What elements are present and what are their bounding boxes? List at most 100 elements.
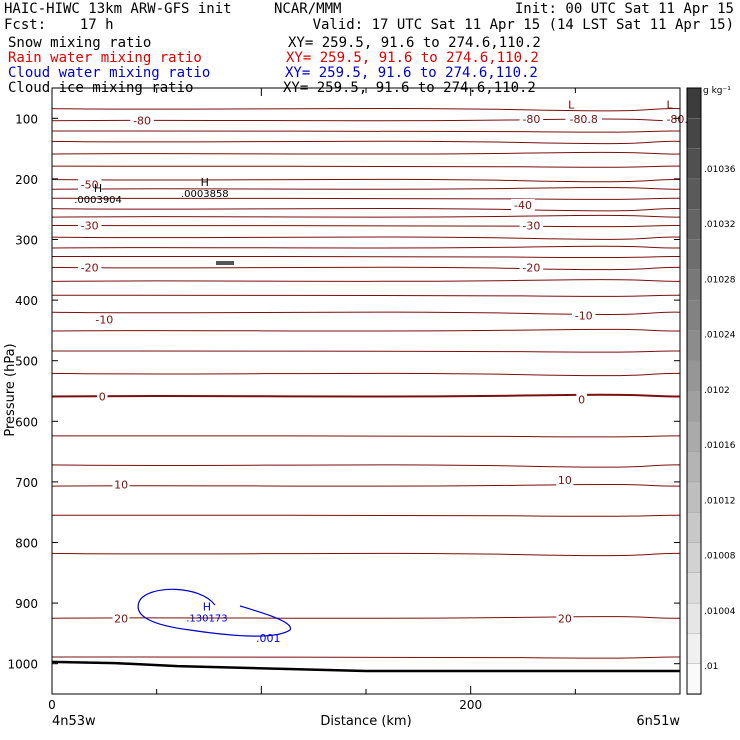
isotherm-label: 0 <box>99 390 106 403</box>
isotherm-label: 10 <box>114 478 128 491</box>
header-valid: Valid: 17 UTC Sat 11 Apr 15 (14 LST Sat … <box>312 17 734 33</box>
colorbar-cell <box>686 451 702 483</box>
colorbar-label: .01004 <box>704 607 736 617</box>
isotherm-line <box>51 245 681 249</box>
colorbar-label: .01008 <box>704 552 736 562</box>
colorbar-cell <box>686 299 702 332</box>
y-tick-label: 1000 <box>7 658 38 672</box>
field-cloud-water-label: Cloud water mixing ratio <box>8 65 211 81</box>
field-cloud-water-xy: XY= 259.5, 91.6 to 274.6,110.2 <box>285 65 538 81</box>
contour-label-bg <box>130 114 154 127</box>
isotherm-line <box>51 130 681 133</box>
extremum-symbol: H <box>203 600 211 613</box>
contour-label-bg <box>511 198 535 211</box>
colorbar-cell <box>686 512 702 544</box>
isotherm-line <box>51 514 681 517</box>
isotherm-line <box>51 294 681 297</box>
isotherm-label: 20 <box>114 612 128 625</box>
cloud-ice-patch <box>216 261 234 265</box>
isotherm-label: 0 <box>578 393 585 406</box>
extremum-symbol: H <box>201 176 209 189</box>
colorbar: g kg⁻¹ .01 .01004 .01008 .01012 .01016 .0102 .0… <box>686 86 736 695</box>
contour-label-bg <box>576 393 587 406</box>
x-right-endpoint: 6n51w <box>636 714 680 729</box>
extremum-value: .0003904 <box>74 195 122 206</box>
colorbar-cell <box>686 572 702 604</box>
isotherm-label: -80 <box>133 115 151 128</box>
isotherm-line <box>51 255 681 259</box>
isotherm-line <box>51 393 681 398</box>
colorbar-cell <box>686 118 702 150</box>
isotherm-line <box>51 151 681 155</box>
isotherm-label: -20 <box>522 261 540 274</box>
contour-label-bg <box>77 178 102 191</box>
colorbar-label: .01016 <box>704 441 736 451</box>
isotherm-line <box>51 552 681 557</box>
colorbar-cell <box>686 87 702 119</box>
colorbar-label: .01032 <box>704 220 736 230</box>
extremum-value: .130173 <box>186 613 227 624</box>
colorbar-cell <box>686 239 702 271</box>
colorbar-label: .0102 <box>704 386 730 396</box>
contour-label-bg <box>519 112 544 125</box>
y-axis-title: Pressure (hPa) <box>3 343 18 436</box>
colorbar-cell <box>686 633 702 665</box>
cloud-water-contour <box>137 588 291 637</box>
colorbar-frame <box>686 87 702 695</box>
isotherm-line <box>51 187 681 190</box>
isotherm-line <box>51 656 681 659</box>
colorbar-cell <box>686 542 702 574</box>
isotherm-label: -20 <box>81 261 99 274</box>
isotherm-label: 20 <box>558 612 572 625</box>
isotherm-line <box>51 197 681 200</box>
contour-label-bg <box>565 112 602 125</box>
header-init: Init: 00 UTC Sat 11 Apr 15 <box>514 1 734 17</box>
isotherm-line <box>51 108 681 112</box>
isotherm-line <box>51 435 681 438</box>
isotherm-line <box>51 350 681 353</box>
isotherm-label: -10 <box>575 309 593 322</box>
y-tick-label: 900 <box>15 597 38 611</box>
isotherm-label: -80.8 <box>569 113 597 126</box>
colorbar-cell <box>686 390 702 422</box>
y-tick-label: 200 <box>15 173 38 187</box>
isotherm-line <box>51 616 681 619</box>
colorbar-cell <box>686 481 702 513</box>
y-tick-label: 400 <box>15 294 38 308</box>
y-tick-label: 100 <box>15 112 38 126</box>
isotherm-label: -10 <box>95 313 113 326</box>
isotherm-label: -80 <box>522 113 540 126</box>
contour-label-bg <box>519 219 544 232</box>
contour-label-bg <box>96 390 108 403</box>
y-tick-label: 700 <box>15 476 38 490</box>
isotherm-line <box>51 178 681 183</box>
field-snow-label: Snow mixing ratio <box>8 35 152 51</box>
header-org: NCAR/MMM <box>274 1 342 17</box>
colorbar-cell <box>686 663 702 695</box>
extremum-symbol: L <box>666 99 673 112</box>
extremum-symbol: L <box>568 99 575 112</box>
terrain-line <box>51 660 680 673</box>
cloud-water-contour-label: .001 <box>256 632 281 645</box>
isotherm-label: -30 <box>81 220 99 233</box>
colorbar-cell <box>686 269 702 301</box>
x-axis-title: Distance (km) <box>320 714 411 729</box>
isotherm-line <box>51 311 681 315</box>
isotherm-label: -50 <box>81 178 99 191</box>
isotherm-line <box>51 328 681 332</box>
colorbar-cell <box>686 178 702 210</box>
colorbar-cell <box>686 148 702 180</box>
colorbar-cell <box>686 208 702 241</box>
isotherm-line <box>51 214 681 218</box>
isotherm-line <box>51 165 681 168</box>
field-rain-xy: XY= 259.5, 91.6 to 274.6,110.2 <box>286 50 539 66</box>
colorbar-cell <box>686 602 702 635</box>
contour-label-bg <box>519 261 544 274</box>
extremum-symbol: H <box>94 182 102 195</box>
isotherm-line <box>51 118 681 122</box>
x-left-endpoint: 4n53w <box>52 714 96 729</box>
colorbar-unit: g kg⁻¹ <box>703 86 731 96</box>
isotherm-label: 10 <box>558 474 572 487</box>
colorbar-cell <box>686 360 702 392</box>
isotherm-line <box>51 208 681 212</box>
